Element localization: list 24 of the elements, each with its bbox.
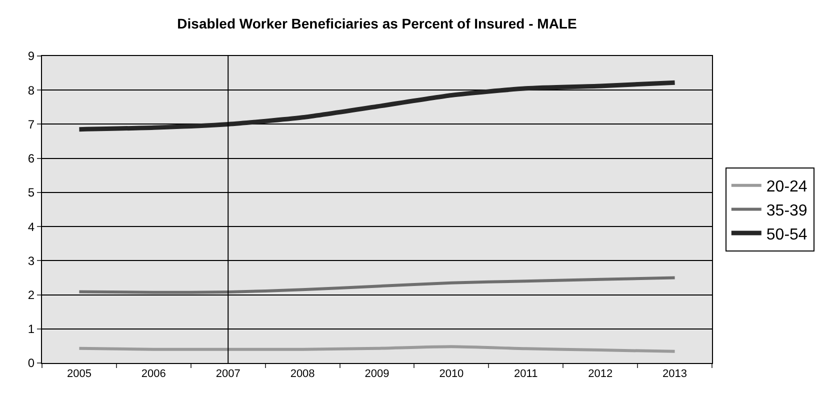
y-tick-label: 9 [28,49,35,64]
x-tick-label: 2006 [141,368,166,380]
x-tick-label: 2008 [290,368,315,380]
x-tick-label: 2011 [514,368,538,380]
y-tick-label: 0 [28,356,35,370]
y-tick-label: 5 [28,186,35,200]
x-tick-label: 2012 [588,368,613,380]
y-tick-label: 1 [28,322,35,336]
y-tick-label: 7 [28,117,35,132]
x-tick-label: 2007 [216,368,240,380]
x-tick-label: 2010 [439,368,464,380]
legend-label: 35-39 [766,202,808,220]
x-tick-label: 2009 [364,368,390,380]
x-tick-label: 2013 [662,368,688,380]
legend-label: 20-24 [766,178,808,196]
chart-title: Disabled Worker Beneficiaries as Percent of Insured - MALE [177,16,577,32]
y-tick-label: 4 [28,220,35,234]
x-tick-label: 2005 [66,368,92,380]
y-tick-label: 8 [28,83,35,98]
line-series [78,276,676,294]
y-tick-label: 3 [28,254,35,268]
legend-label: 50-54 [766,226,808,244]
y-tick-label: 6 [28,152,35,166]
y-tick-label: 2 [28,288,35,302]
